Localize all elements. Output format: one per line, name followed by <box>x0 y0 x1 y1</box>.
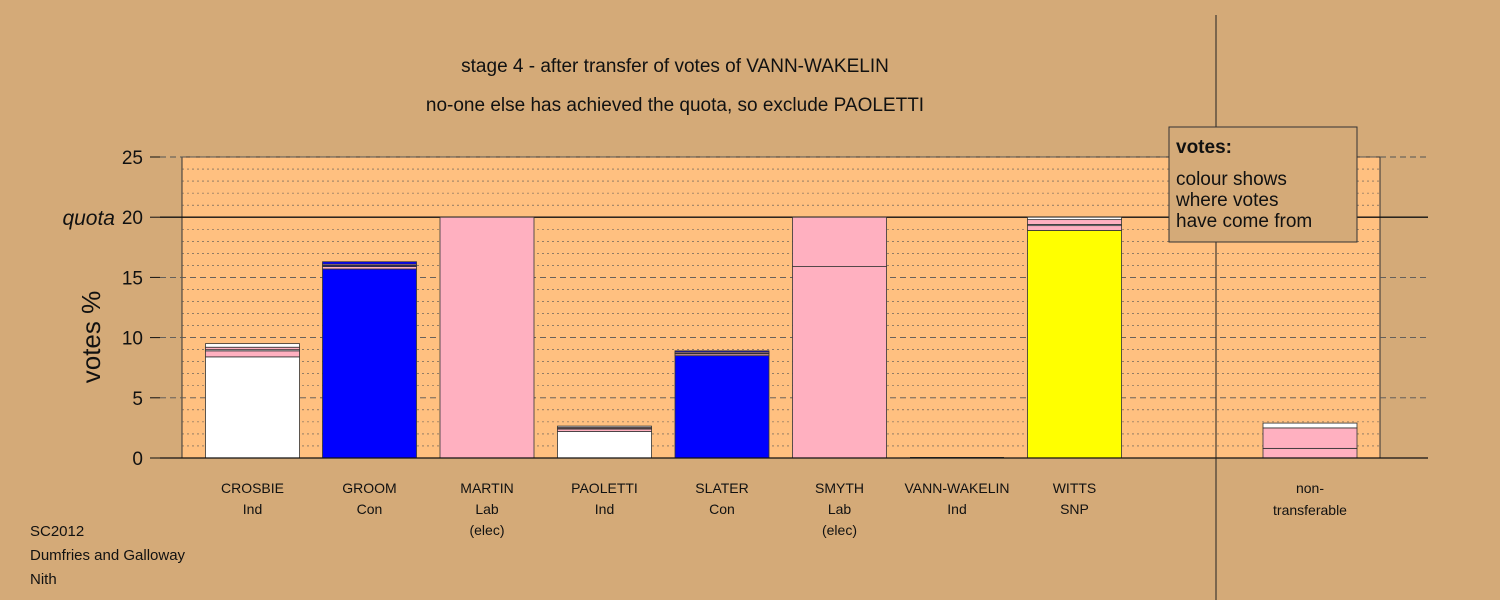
y-tick-label: 20 <box>122 208 143 229</box>
bar-segment-martin <box>439 216 535 459</box>
candidate-party: SNP <box>1060 501 1089 517</box>
y-axis-label: votes % <box>76 291 106 384</box>
candidate-name: SLATER <box>695 480 748 496</box>
legend-line-1: colour shows <box>1176 169 1287 190</box>
y-tick-label: 15 <box>122 268 143 289</box>
nontransferable-label-2: transferable <box>1273 502 1347 518</box>
bar-segment-paoletti <box>557 431 652 459</box>
footer-election: SC2012 <box>30 523 84 540</box>
candidate-name: VANN-WAKELIN <box>904 480 1009 496</box>
candidate-name: WITTS <box>1053 480 1097 496</box>
candidate-party: Ind <box>595 501 614 517</box>
legend-line-3: have come from <box>1176 211 1312 232</box>
y-axis: 0 5 10 15 20 25 <box>122 148 1428 470</box>
y-tick-label: 0 <box>132 449 143 470</box>
candidate-name: PAOLETTI <box>571 480 638 496</box>
candidate-party: Ind <box>947 501 966 517</box>
candidate-name: CROSBIE <box>221 480 284 496</box>
footer-ward: Nith <box>30 571 57 588</box>
candidate-note: (elec) <box>822 522 857 538</box>
candidate-party: Con <box>357 501 383 517</box>
quota-label: quota <box>62 207 115 230</box>
candidate-party: Lab <box>828 501 852 517</box>
y-tick-label: 25 <box>122 148 143 169</box>
bar-segment-nontransferable <box>1262 427 1358 449</box>
candidate-note: (elec) <box>469 522 504 538</box>
nontransferable-label: non- <box>1296 480 1324 496</box>
legend-box <box>1168 126 1358 243</box>
bar-segment-slater <box>674 355 770 459</box>
candidate-labels: CROSBIE Ind GROOM Con MARTIN Lab (elec) PAOLETT… <box>221 480 1347 538</box>
bar-segment-slater <box>674 350 770 353</box>
bar-segment-groom <box>322 261 417 265</box>
candidate-party: Con <box>709 501 735 517</box>
bar-segment-nontransferable <box>1262 422 1358 429</box>
legend-title: votes: <box>1176 137 1232 158</box>
bar-segment-paoletti <box>557 425 652 428</box>
bar-segment-nontransferable <box>1262 447 1358 459</box>
candidate-name: MARTIN <box>460 480 513 496</box>
legend: votes: colour shows where votes have com… <box>1168 126 1358 243</box>
bar-segment-groom <box>322 268 417 459</box>
y-tick-label: 10 <box>122 329 143 350</box>
bar-segment-witts <box>1027 216 1122 221</box>
bar-segment-smyth <box>792 216 887 267</box>
footer-council: Dumfries and Galloway <box>30 547 186 564</box>
chart-title: stage 4 - after transfer of votes of VAN… <box>461 56 889 77</box>
bar-segment-witts <box>1027 230 1122 459</box>
bar-segment-witts <box>1027 225 1122 231</box>
candidate-name: GROOM <box>342 480 396 496</box>
bar-segment-crosbie <box>205 356 300 459</box>
chart-subtitle: no-one else has achieved the quota, so e… <box>426 95 924 116</box>
bar-segment-witts <box>1027 219 1122 225</box>
bar-segment-crosbie <box>205 343 300 348</box>
candidate-name: SMYTH <box>815 480 864 496</box>
candidate-party: Lab <box>475 501 499 517</box>
candidate-party: Ind <box>243 501 262 517</box>
y-tick-label: 5 <box>132 389 143 410</box>
bar-segment-smyth <box>792 266 887 459</box>
bars <box>205 216 1358 459</box>
legend-line-2: where votes <box>1175 190 1278 211</box>
bar-segment-crosbie <box>205 350 300 358</box>
